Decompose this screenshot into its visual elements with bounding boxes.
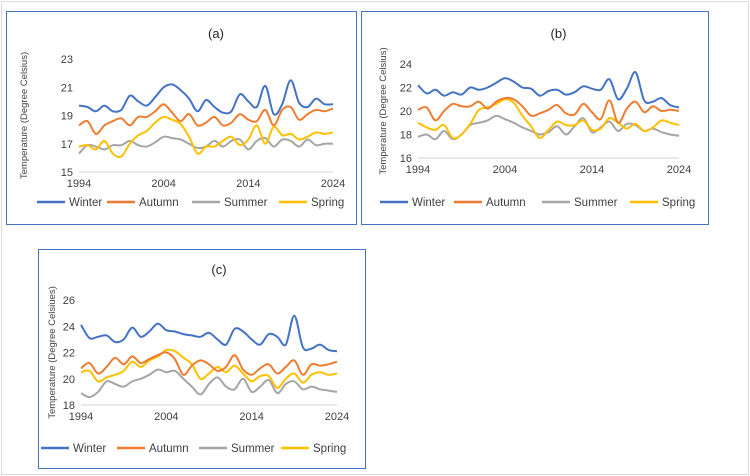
legend-label-winter: Winter bbox=[69, 197, 102, 209]
y-tick-label: 18 bbox=[63, 400, 75, 412]
legend-label-spring: Spring bbox=[662, 197, 695, 209]
legend-label-autumn: Autumn bbox=[486, 197, 526, 209]
x-tick-label: 2004 bbox=[154, 411, 178, 423]
y-tick-label: 20 bbox=[63, 374, 75, 386]
y-tick-label: 19 bbox=[61, 111, 73, 123]
x-tick-label: 2024 bbox=[321, 178, 345, 190]
series-line-winter bbox=[78, 79, 334, 116]
legend-label-spring: Spring bbox=[311, 197, 344, 209]
y-tick-label: 24 bbox=[400, 59, 412, 71]
chart-c: (c) Temperature (Degree Celsiues) 18 20 22 24… bbox=[41, 262, 349, 455]
x-tick-label: 2014 bbox=[236, 178, 260, 190]
y-tick-label: 23 bbox=[61, 54, 73, 66]
y-tick-label: 20 bbox=[400, 106, 412, 118]
series-line-winter bbox=[80, 314, 338, 353]
y-tick-label: 26 bbox=[63, 295, 75, 307]
panel-b: (b) Temperature (Degree Celsius) 16 18 20 22 2… bbox=[361, 11, 709, 225]
legend-label-spring: Spring bbox=[313, 443, 346, 455]
y-axis-label: Temperature (Degree Celsius) bbox=[378, 47, 389, 174]
legend-label-summer: Summer bbox=[231, 443, 275, 455]
y-tick-label: 15 bbox=[61, 167, 73, 179]
x-tick-label: 1994 bbox=[69, 411, 93, 423]
y-tick-label: 17 bbox=[61, 139, 73, 151]
x-tick-label: 2004 bbox=[493, 164, 517, 176]
series-line-autumn bbox=[80, 351, 338, 376]
x-tick-label: 1994 bbox=[67, 178, 91, 190]
legend-label-winter: Winter bbox=[73, 443, 106, 455]
panel-a: (a) Temperature (Degree Celsius) 15 17 19 21 2… bbox=[6, 11, 357, 225]
series-line-summer bbox=[78, 135, 334, 155]
series-line-winter bbox=[417, 71, 680, 109]
y-tick-label: 16 bbox=[400, 153, 412, 165]
series-line-spring bbox=[417, 98, 680, 140]
y-tick-label: 22 bbox=[63, 348, 75, 360]
legend-label-summer: Summer bbox=[574, 197, 618, 209]
y-tick-label: 18 bbox=[400, 130, 412, 142]
x-tick-label: 2024 bbox=[325, 411, 349, 423]
series-line-summer bbox=[80, 368, 338, 399]
chart-title: (b) bbox=[551, 26, 567, 41]
legend-label-winter: Winter bbox=[412, 197, 445, 209]
series-line-spring bbox=[78, 115, 334, 159]
chart-b: (b) Temperature (Degree Celsius) 16 18 20 22 2… bbox=[378, 26, 695, 209]
y-axis-label: Temperature (Degree Celsiues) bbox=[47, 286, 58, 419]
series-line-autumn bbox=[78, 103, 334, 135]
y-tick-label: 24 bbox=[63, 321, 75, 333]
y-axis-label: Temperature (Degree Celsius) bbox=[19, 52, 30, 179]
x-tick-label: 2024 bbox=[667, 164, 691, 176]
series-line-spring bbox=[80, 348, 338, 389]
series-line-autumn bbox=[417, 96, 680, 124]
legend-label-autumn: Autumn bbox=[139, 197, 179, 209]
x-tick-label: 1994 bbox=[406, 164, 430, 176]
chart-title: (c) bbox=[211, 262, 226, 277]
x-tick-label: 2014 bbox=[580, 164, 604, 176]
y-tick-label: 22 bbox=[400, 83, 412, 95]
x-tick-label: 2004 bbox=[151, 178, 175, 190]
x-tick-label: 2014 bbox=[239, 411, 263, 423]
chart-a: (a) Temperature (Degree Celsius) 15 17 19 21 2… bbox=[19, 26, 345, 209]
legend-label-summer: Summer bbox=[224, 197, 268, 209]
legend-label-autumn: Autumn bbox=[149, 443, 189, 455]
panel-c: (c) Temperature (Degree Celsiues) 18 20 22 24… bbox=[38, 249, 366, 469]
chart-title: (a) bbox=[208, 26, 224, 41]
y-tick-label: 21 bbox=[61, 82, 73, 94]
